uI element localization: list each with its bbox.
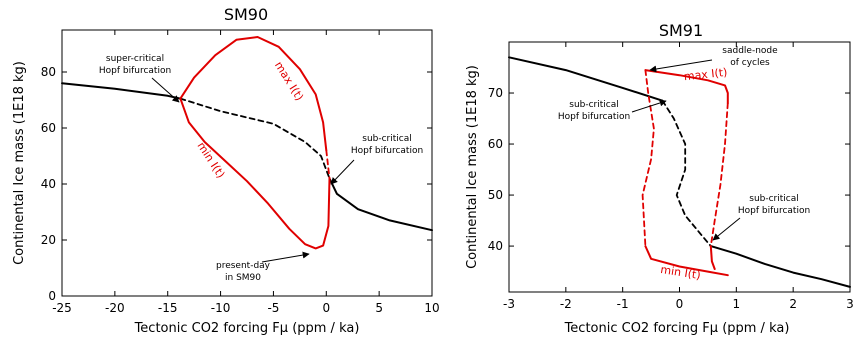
series-line-0 xyxy=(61,82,182,100)
series-line-5 xyxy=(325,149,331,180)
annotation-line: of cycles xyxy=(730,58,770,68)
label-max-it: max I(t) xyxy=(272,59,306,103)
label-min-it: min I(t) xyxy=(660,263,702,282)
series-line-7 xyxy=(709,245,716,270)
y-axis-label: Continental Ice mass (1E18 kg) xyxy=(465,65,480,269)
x-tick-label: 0 xyxy=(322,301,330,315)
x-axis-label: Tectonic CO2 forcing Fμ (ppm / ka) xyxy=(134,321,360,336)
annotation-line: saddle-node xyxy=(722,46,778,56)
x-tick-label: -15 xyxy=(158,301,178,315)
x-tick-label: 1 xyxy=(733,297,741,311)
series-line-3 xyxy=(644,69,729,105)
annotation-line: Hopf bifurcation xyxy=(738,206,810,216)
y-tick-label: 40 xyxy=(488,239,503,253)
chart-sm91: SM91 -3 -2 -1 0 1 2 3 40 50 60 70 Tectonic CO2 for… xyxy=(465,21,854,336)
y-tick-label: 40 xyxy=(41,177,56,191)
x-tick-label: -10 xyxy=(211,301,231,315)
y-tick-label: 60 xyxy=(488,137,503,151)
x-tick-label: 3 xyxy=(846,297,854,311)
series-line-0 xyxy=(508,56,664,102)
annotation-line: sub-critical xyxy=(569,100,619,110)
y-tick-label: 80 xyxy=(41,65,56,79)
annotation-present-day: present-day in SM90 xyxy=(216,251,310,283)
x-tick-label: -3 xyxy=(503,297,515,311)
annotation-line: Hopf bifurcation xyxy=(351,146,423,156)
x-tick-label: 2 xyxy=(789,297,797,311)
series-line-3 xyxy=(179,36,328,152)
annotation-subcritical-hopf: sub-critical Hopf bifurcation xyxy=(330,134,423,185)
chart-title: SM91 xyxy=(659,21,703,40)
annotation-line: present-day xyxy=(216,261,271,271)
x-tick-label: -1 xyxy=(617,297,629,311)
series-line-1 xyxy=(661,99,712,248)
series-line-2 xyxy=(709,245,851,288)
chart-sm90: SM90 -25 -20 -15 -10 -5 0 5 10 0 20 40 60 80 Tectoni… xyxy=(12,5,440,336)
annotation-arrow xyxy=(649,59,713,73)
annotation-line: super-critical xyxy=(106,54,164,64)
plot-frame xyxy=(61,29,433,297)
y-tick-label: 20 xyxy=(41,233,56,247)
annotation-subcritical-hopf-lower: sub-critical Hopf bifurcation xyxy=(712,194,810,241)
series-line-4 xyxy=(179,97,331,250)
x-axis-label: Tectonic CO2 forcing Fμ (ppm / ka) xyxy=(564,321,790,336)
x-tick-label: 10 xyxy=(424,301,439,315)
annotation-arrow xyxy=(330,159,355,185)
annotation-arrow xyxy=(151,77,180,103)
series-line-1 xyxy=(179,97,331,180)
annotation-subcritical-hopf-upper: sub-critical Hopf bifurcation xyxy=(558,99,667,122)
y-axis-label: Continental Ice mass (1E18 kg) xyxy=(12,61,27,265)
x-tick-label: -25 xyxy=(52,301,72,315)
x-tick-label: -5 xyxy=(267,301,279,315)
annotation-saddle-node: saddle-node of cycles xyxy=(649,46,778,73)
y-tick-label: 70 xyxy=(488,86,503,100)
series-line-6 xyxy=(644,245,729,277)
y-tick-label: 50 xyxy=(488,188,503,202)
label-max-it: max I(t) xyxy=(683,66,728,83)
x-tick-label: 5 xyxy=(375,301,383,315)
x-tick-label: -2 xyxy=(560,297,572,311)
series-line-5 xyxy=(641,69,655,248)
annotation-arrow xyxy=(261,251,310,263)
annotation-arrow xyxy=(712,217,741,241)
annotation-line: sub-critical xyxy=(362,134,412,144)
annotation-supercritical-hopf: super-critical Hopf bifurcation xyxy=(99,54,180,103)
chart-title: SM90 xyxy=(224,5,268,24)
annotation-line: in SM90 xyxy=(225,273,261,283)
label-min-it: min I(t) xyxy=(194,140,227,181)
x-tick-label: -20 xyxy=(105,301,125,315)
annotation-line: Hopf bifurcation xyxy=(99,66,171,76)
y-tick-label: 60 xyxy=(41,121,56,135)
annotation-arrow xyxy=(631,99,667,113)
plot-frame xyxy=(508,41,851,293)
annotation-line: sub-critical xyxy=(749,194,799,204)
series-line-4 xyxy=(709,102,729,248)
x-tick-label: 0 xyxy=(676,297,684,311)
annotation-line: Hopf bifurcation xyxy=(558,112,630,122)
y-tick-label: 0 xyxy=(48,289,56,303)
series-line-2 xyxy=(328,177,433,232)
